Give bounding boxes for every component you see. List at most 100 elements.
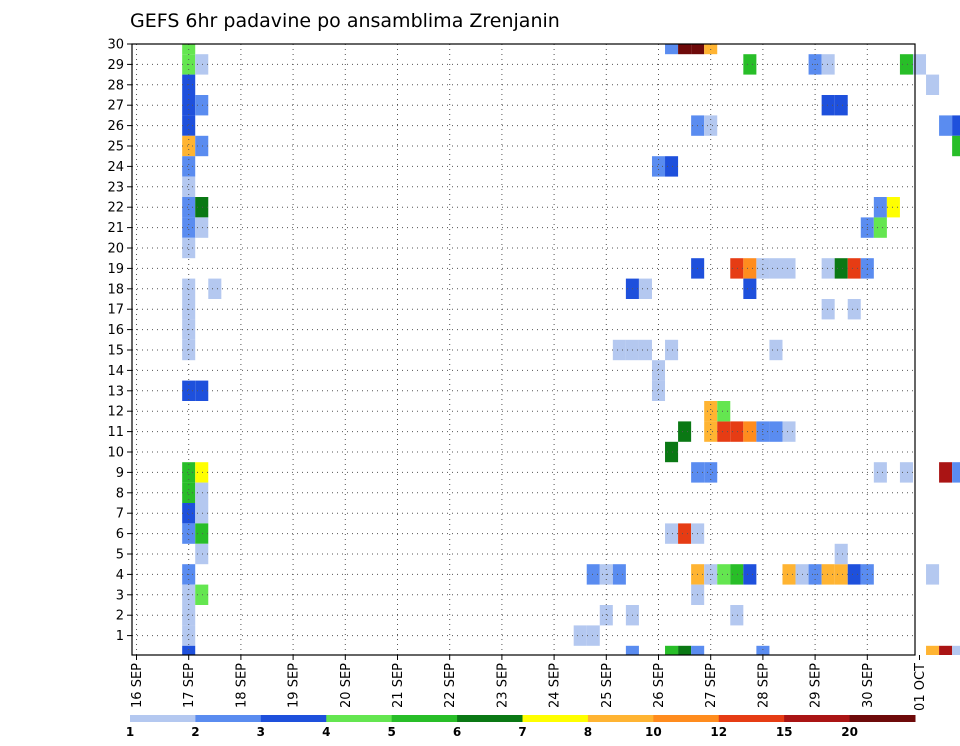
precip-cell	[847, 564, 861, 585]
y-tick-label: 8	[116, 486, 124, 501]
precip-cell	[743, 278, 757, 299]
precip-cell	[782, 564, 796, 585]
precip-cell	[665, 44, 679, 55]
precip-cell	[586, 564, 600, 585]
precip-cell	[573, 625, 587, 646]
precip-cell	[651, 156, 666, 177]
x-tick-label: 01 OCT	[913, 663, 928, 711]
precip-cell	[730, 258, 744, 279]
precip-cell	[821, 564, 835, 585]
x-tick-label: 25 SEP	[600, 663, 615, 708]
chart-title: GEFS 6hr padavine po ansamblima Zrenjani…	[130, 10, 560, 32]
x-tick-label: 27 SEP	[704, 663, 719, 708]
precip-cell	[704, 401, 718, 422]
precip-cell	[195, 523, 209, 544]
precip-cell	[182, 278, 196, 299]
y-tick-label: 3	[116, 588, 124, 603]
precip-cell	[782, 258, 796, 279]
precip-cell	[704, 462, 718, 483]
legend-swatch	[653, 715, 720, 722]
precip-cell	[952, 645, 960, 655]
legend-swatch	[457, 715, 523, 722]
y-tick-label: 24	[107, 160, 124, 175]
precip-cell	[586, 625, 600, 646]
precip-cell	[743, 564, 757, 585]
grid-layer	[132, 44, 915, 655]
y-tick-label: 5	[116, 548, 124, 563]
legend-label: 15	[776, 725, 793, 739]
precip-cell	[769, 258, 783, 279]
precip-cell	[182, 523, 196, 544]
precip-cell	[821, 95, 835, 116]
precip-cell	[195, 462, 209, 483]
legend-swatch	[587, 715, 654, 722]
precip-cell	[743, 421, 757, 442]
x-tick-label: 24 SEP	[548, 663, 563, 708]
y-tick-label: 26	[107, 119, 124, 134]
precip-cell	[717, 564, 731, 585]
precip-cell	[678, 523, 692, 544]
precip-cell	[873, 217, 887, 238]
legend-label: 8	[584, 725, 592, 739]
precip-cell	[665, 645, 679, 655]
precip-cell	[665, 339, 679, 361]
x-tick-label: 19 SEP	[287, 663, 302, 708]
precip-cell	[195, 380, 209, 401]
precip-cell	[195, 482, 209, 503]
y-tick-label: 12	[107, 405, 124, 420]
precip-cell	[182, 462, 196, 483]
precip-cell	[899, 54, 913, 75]
precip-cell	[834, 543, 848, 565]
y-tick-label: 14	[107, 364, 124, 379]
precip-cell	[182, 176, 196, 197]
precip-cell	[952, 135, 960, 157]
x-tick-label: 23 SEP	[495, 663, 510, 708]
precip-cell	[834, 564, 848, 585]
precip-cell	[612, 564, 626, 585]
precip-cell	[886, 197, 900, 218]
legend-swatch	[260, 715, 327, 722]
precip-cell	[182, 156, 196, 177]
precip-cell	[182, 197, 196, 218]
y-tick-label: 2	[116, 609, 124, 624]
precip-cell	[834, 95, 848, 116]
precip-cell	[952, 462, 960, 483]
color-legend: 1 2 3 4 5 6 7 8 10 12 15 20	[126, 715, 916, 739]
legend-swatch	[522, 715, 589, 722]
x-tick-label: 17 SEP	[182, 663, 197, 708]
y-tick-label: 7	[116, 507, 124, 522]
y-tick-label: 15	[107, 344, 124, 359]
precip-cell	[195, 197, 209, 218]
precip-cell	[912, 54, 927, 75]
y-tick-label: 28	[107, 78, 124, 93]
precip-cell	[638, 339, 652, 361]
y-tick-label: 4	[116, 568, 124, 583]
precip-cell	[743, 258, 757, 279]
precip-cell	[612, 339, 626, 361]
precip-cell	[182, 115, 196, 136]
precip-cell	[195, 54, 209, 75]
precip-cell	[195, 135, 209, 157]
precip-cell	[717, 421, 731, 442]
x-tick-label: 21 SEP	[391, 663, 406, 708]
precip-cell	[939, 645, 953, 655]
legend-label: 3	[257, 725, 265, 739]
precip-cell	[651, 360, 666, 381]
precip-cell	[182, 645, 196, 655]
y-tick-label: 10	[107, 446, 124, 461]
legend-swatch	[849, 715, 916, 722]
precip-cell	[730, 605, 744, 626]
precip-cell	[939, 115, 953, 136]
precip-cell	[899, 462, 913, 483]
precip-cell	[665, 156, 679, 177]
precip-cell	[756, 645, 770, 655]
precip-cell	[208, 278, 222, 299]
y-tick-label: 18	[107, 282, 124, 297]
legend-label: 1	[126, 725, 134, 739]
precip-cell	[625, 645, 639, 655]
legend-label: 20	[841, 725, 858, 739]
precip-cell	[195, 503, 209, 524]
precip-cell	[926, 74, 940, 95]
